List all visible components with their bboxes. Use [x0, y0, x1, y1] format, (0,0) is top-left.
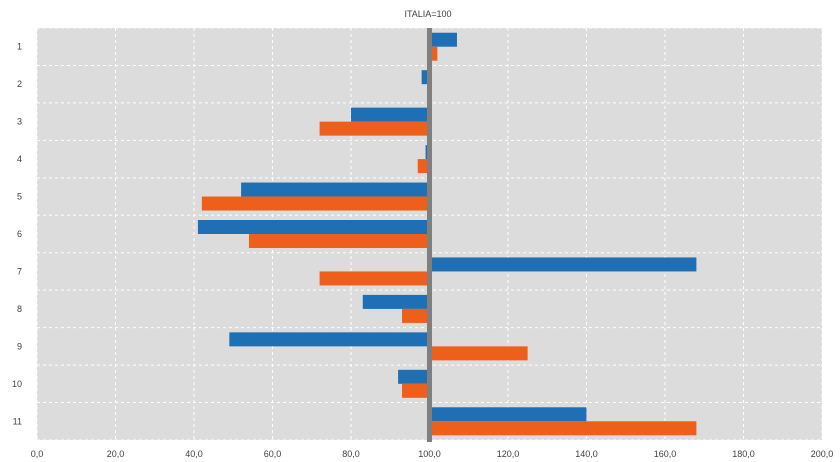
- bar-series-1-cat-3: [351, 108, 430, 122]
- plot-area: 1 2 3 4 5 6 7 8 9 10 11 0,0 20,0 40,0 60,0 80,0 100,0 120…: [12, 28, 833, 459]
- bar-series-1-cat-1: [430, 33, 457, 47]
- x-tick-label: 40,0: [185, 449, 203, 459]
- y-tick-label: 2: [17, 79, 22, 89]
- x-tick-label: 160,0: [654, 449, 677, 459]
- bar-series-2-cat-11: [430, 421, 697, 435]
- chart-title: ITALIA=100: [404, 9, 451, 19]
- y-tick-label: 9: [17, 341, 22, 351]
- y-tick-label: 3: [17, 117, 22, 127]
- x-tick-label: 140,0: [575, 449, 598, 459]
- y-tick-label: 6: [17, 229, 22, 239]
- x-tick-label: 180,0: [732, 449, 755, 459]
- x-tick-label: 0,0: [31, 449, 44, 459]
- y-tick-label: 10: [12, 379, 22, 389]
- x-tick-label: 100,0: [418, 449, 441, 459]
- bar-series-1-cat-10: [398, 370, 429, 384]
- bar-series-2-cat-8: [402, 309, 429, 323]
- bar-series-2-cat-10: [402, 384, 429, 398]
- bar-series-1-cat-6: [198, 220, 430, 234]
- x-tick-label: 20,0: [107, 449, 125, 459]
- x-tick-label: 120,0: [497, 449, 520, 459]
- x-tick-label: 60,0: [264, 449, 282, 459]
- bar-series-2-cat-3: [320, 122, 430, 136]
- y-tick-label: 1: [17, 42, 22, 52]
- x-tick-label: 200,0: [811, 449, 834, 459]
- y-tick-label: 5: [17, 192, 22, 202]
- y-tick-label: 4: [17, 154, 22, 164]
- y-tick-label: 8: [17, 304, 22, 314]
- bar-series-1-cat-8: [363, 295, 430, 309]
- y-tick-label: 11: [13, 416, 22, 426]
- bar-series-1-cat-11: [430, 407, 587, 421]
- x-tick-label: 80,0: [342, 449, 360, 459]
- bar-series-2-cat-6: [249, 234, 430, 248]
- bar-series-1-cat-9: [229, 332, 429, 346]
- bar-series-2-cat-5: [202, 197, 430, 211]
- bar-series-2-cat-9: [430, 346, 528, 360]
- bar-series-2-cat-7: [320, 271, 430, 285]
- bar-series-1-cat-7: [430, 257, 697, 271]
- y-tick-label: 7: [17, 266, 22, 276]
- bar-series-1-cat-5: [241, 183, 429, 197]
